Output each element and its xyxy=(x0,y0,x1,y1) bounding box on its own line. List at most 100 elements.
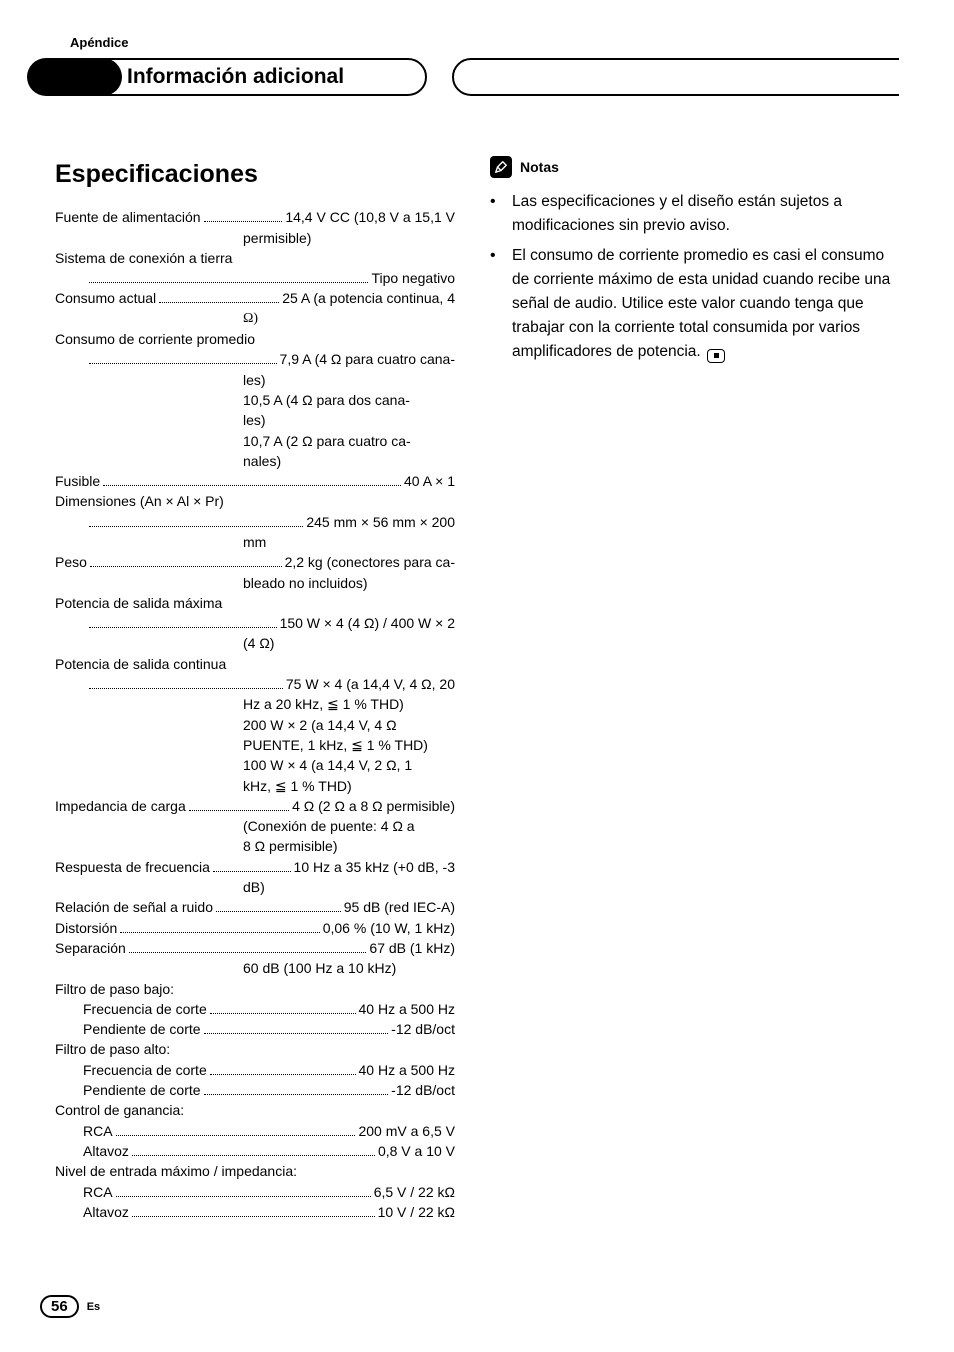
spec-value: 200 mV a 6,5 V xyxy=(358,1121,455,1141)
spec-row: Pendiente de corte-12 dB/oct xyxy=(83,1080,455,1100)
dots xyxy=(116,1126,356,1136)
page: Apéndice Información adicional Especific… xyxy=(0,0,954,1352)
spec-value: 40 A × 1 xyxy=(404,471,455,491)
notes-heading: Notas xyxy=(520,159,559,175)
spec-row: Impedancia de carga4 Ω (2 Ω a 8 Ω permis… xyxy=(55,796,455,816)
dots xyxy=(132,1207,375,1217)
spec-value: Tipo negativo xyxy=(371,268,455,288)
spacer xyxy=(55,674,86,694)
spec-label: Relación de señal a ruido xyxy=(55,897,213,917)
dots xyxy=(89,354,276,364)
specs-column: Especificaciones Fuente de alimentación 1… xyxy=(55,156,455,1222)
spec-value: 40 Hz a 500 Hz xyxy=(359,999,456,1019)
notes-list: • Las especificaciones y el diseño están… xyxy=(490,190,899,364)
content: Especificaciones Fuente de alimentación 1… xyxy=(55,156,899,1222)
dots xyxy=(204,1085,389,1095)
spec-value-cont: nales) xyxy=(243,451,455,471)
secondary-tab xyxy=(452,58,899,96)
spec-label: Consumo de corriente promedio xyxy=(55,329,455,349)
spec-row: Frecuencia de corte40 Hz a 500 Hz xyxy=(83,999,455,1019)
list-item: • El consumo de corriente promedio es ca… xyxy=(490,244,899,364)
spec-value: 40 Hz a 500 Hz xyxy=(359,1060,456,1080)
spec-row: Consumo actual25 A (a potencia continua,… xyxy=(55,288,455,308)
dots xyxy=(210,1065,356,1075)
dots xyxy=(216,902,341,912)
spec-label: Impedancia de carga xyxy=(55,796,186,816)
spacer xyxy=(55,268,86,288)
spec-row: Respuesta de frecuencia 10 Hz a 35 kHz (+… xyxy=(55,857,455,877)
spec-value-cont: permisible) xyxy=(243,228,455,248)
stop-square xyxy=(714,353,719,358)
spec-value-cont: Hz a 20 kHz, ≦ 1 % THD) xyxy=(243,694,455,714)
notes-header: Notas xyxy=(490,156,899,178)
spec-row: 7,9 A (4 Ω para cuatro cana- xyxy=(55,349,455,369)
spec-value: 245 mm × 56 mm × 200 xyxy=(306,512,455,532)
dots xyxy=(90,557,282,567)
dots xyxy=(204,1024,389,1034)
note-text-body: El consumo de corriente promedio es casi… xyxy=(512,247,890,360)
spec-value-cont: (Conexión de puente: 4 Ω a xyxy=(243,816,455,836)
spec-value-cont: (4 Ω) xyxy=(243,633,455,653)
spec-label: Control de ganancia: xyxy=(55,1100,455,1120)
dots xyxy=(159,293,279,303)
dots xyxy=(103,476,401,486)
section-tab: Información adicional xyxy=(55,58,427,96)
spec-label: Sistema de conexión a tierra xyxy=(55,248,455,268)
spec-row: 245 mm × 56 mm × 200 xyxy=(55,512,455,532)
dots xyxy=(89,273,368,283)
spec-row: Altavoz10 V / 22 kΩ xyxy=(83,1202,455,1222)
dots xyxy=(116,1187,371,1197)
spec-value-cont: bleado no incluidos) xyxy=(243,573,455,593)
dots xyxy=(89,679,283,689)
spec-value: -12 dB/oct xyxy=(391,1019,455,1039)
spec-value: 150 W × 4 (4 Ω) / 400 W × 2 xyxy=(280,613,455,633)
spec-label: Filtro de paso alto: xyxy=(55,1039,455,1059)
dots xyxy=(132,1146,375,1156)
spec-row: Altavoz0,8 V a 10 V xyxy=(83,1141,455,1161)
spec-label: Peso xyxy=(55,552,87,572)
spec-value-cont: 10,7 A (2 Ω para cuatro ca- xyxy=(243,431,455,451)
footer: 56 Es xyxy=(40,1295,100,1318)
dots xyxy=(120,923,319,933)
spec-row: 75 W × 4 (a 14,4 V, 4 Ω, 20 xyxy=(55,674,455,694)
spec-label: Consumo actual xyxy=(55,288,156,308)
spec-value: 75 W × 4 (a 14,4 V, 4 Ω, 20 xyxy=(286,674,455,694)
spacer xyxy=(55,349,86,369)
stop-icon xyxy=(707,349,725,363)
dots xyxy=(210,1004,356,1014)
spec-value: 95 dB (red IEC-A) xyxy=(344,897,455,917)
spec-value-cont: 200 W × 2 (a 14,4 V, 4 Ω xyxy=(243,715,455,735)
spec-label: Pendiente de corte xyxy=(83,1019,201,1039)
spec-value-cont: kHz, ≦ 1 % THD) xyxy=(243,776,455,796)
spec-row: Distorsión0,06 % (10 W, 1 kHz) xyxy=(55,918,455,938)
note-text: El consumo de corriente promedio es casi… xyxy=(512,244,899,364)
spec-value-cont: 60 dB (100 Hz a 10 kHz) xyxy=(243,958,455,978)
section-title: Información adicional xyxy=(127,65,344,89)
specs-heading: Especificaciones xyxy=(55,156,455,192)
bullet-icon: • xyxy=(490,244,512,364)
spec-label: Respuesta de frecuencia xyxy=(55,857,210,877)
spec-value-cont: 8 Ω permisible) xyxy=(243,836,455,856)
spacer xyxy=(55,613,86,633)
spec-row: Peso2,2 kg (conectores para ca- xyxy=(55,552,455,572)
language-code: Es xyxy=(87,1301,100,1313)
spec-row: Separación67 dB (1 kHz) xyxy=(55,938,455,958)
spec-value-cont: 10,5 A (4 Ω para dos cana- xyxy=(243,390,455,410)
spec-value-cont: PUENTE, 1 kHz, ≦ 1 % THD) xyxy=(243,735,455,755)
spec-label: Filtro de paso bajo: xyxy=(55,979,455,999)
spec-label: Fuente de alimentación xyxy=(55,207,201,227)
dots xyxy=(204,212,283,222)
spec-value: 10 Hz a 35 kHz (+0 dB, -3 xyxy=(294,857,455,877)
dots xyxy=(89,517,303,527)
spec-row: RCA6,5 V / 22 kΩ xyxy=(83,1182,455,1202)
spec-label: Potencia de salida continua xyxy=(55,654,455,674)
spec-value: 0,8 V a 10 V xyxy=(378,1141,455,1161)
dots xyxy=(89,618,276,628)
spacer xyxy=(55,512,86,532)
pencil-icon xyxy=(490,156,512,178)
spec-row: Pendiente de corte -12 dB/oct xyxy=(83,1019,455,1039)
dots xyxy=(213,862,291,872)
list-item: • Las especificaciones y el diseño están… xyxy=(490,190,899,238)
bullet-icon: • xyxy=(490,190,512,238)
spec-label: RCA xyxy=(83,1182,113,1202)
